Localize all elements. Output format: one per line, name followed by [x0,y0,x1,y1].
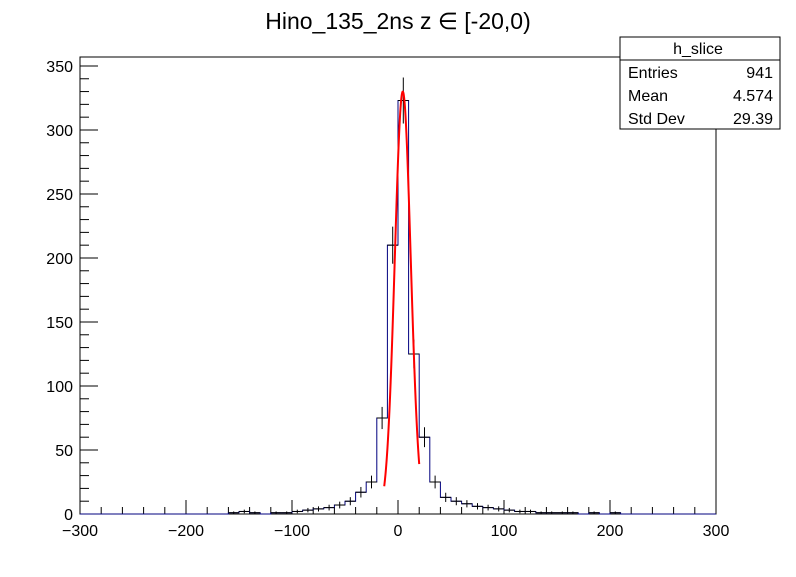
y-tick-label: 50 [55,443,73,460]
stats-value-stddev: 29.39 [733,111,773,128]
y-tick-label: 0 [64,507,73,524]
x-tick-label: 300 [703,523,730,540]
y-tick-label: 150 [46,315,73,332]
x-tick-label: 100 [491,523,518,540]
stats-label-entries: Entries [628,65,678,82]
y-axis: 0 50 100 150 200 250 300 350 [46,59,98,524]
y-minor-ticks [80,78,89,502]
histogram-series [80,77,716,515]
stats-box-frame [619,36,781,130]
gaussian-fit-series [383,90,421,487]
chart-title: Hino_135_2ns z ∈ [-20,0) [265,8,531,34]
x-axis: −300 −200 −100 0 100 200 300 [62,500,729,540]
x-tick-label: 0 [394,523,403,540]
stats-label-stddev: Std Dev [628,111,685,128]
stats-box-title: h_slice [673,41,723,58]
x-tick-label: 200 [597,523,624,540]
stats-value-entries: 941 [746,65,773,82]
x-tick-label: −200 [168,523,204,540]
y-tick-label: 250 [46,187,73,204]
y-tick-label: 100 [46,379,73,396]
y-tick-label: 350 [46,59,73,76]
x-tick-label: −100 [274,523,310,540]
y-tick-label: 300 [46,123,73,140]
x-tick-label: −300 [62,523,98,540]
gaussian-fit-curve [383,90,421,487]
y-tick-label: 200 [46,251,73,268]
stats-box: h_slice Entries 941 Mean 4.574 Std Dev 2… [619,36,781,130]
stats-value-mean: 4.574 [733,88,773,105]
stats-label-mean: Mean [628,88,668,105]
